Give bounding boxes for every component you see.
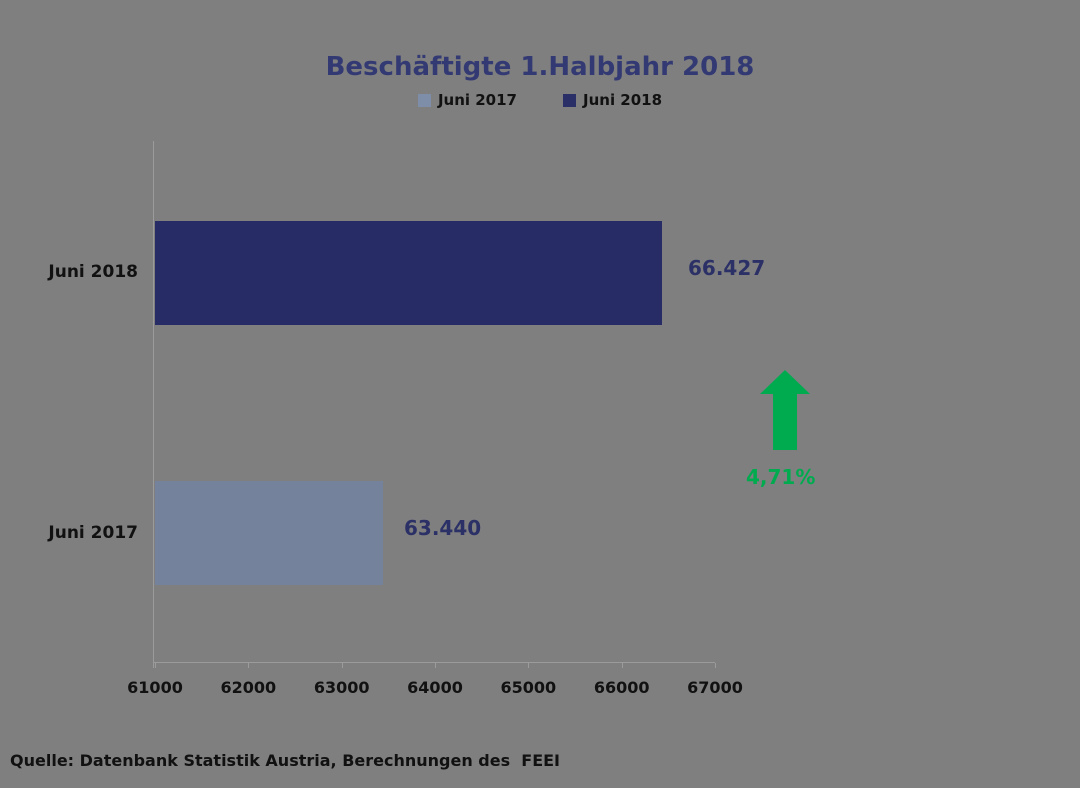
x-tick-mark xyxy=(621,663,623,668)
growth-up-arrow-icon xyxy=(760,370,810,450)
arrow-stem xyxy=(773,394,797,450)
source-note: Quelle: Datenbank Statistik Austria, Ber… xyxy=(10,751,560,770)
legend-item-juni-2018: Juni 2018 xyxy=(563,91,662,109)
legend-swatch-juni-2018 xyxy=(563,93,576,107)
x-tick-mark xyxy=(341,663,343,668)
bar-juni-2017 xyxy=(155,481,383,585)
x-tick-mark xyxy=(155,663,156,668)
category-label-juni-2018: Juni 2018 xyxy=(48,262,138,282)
x-tick-label: 62000 xyxy=(220,678,277,697)
category-label-juni-2017: Juni 2017 xyxy=(48,523,138,543)
x-axis-tick-marks xyxy=(155,663,716,669)
x-tick-mark xyxy=(528,663,530,668)
chart-title: Beschäftigte 1.Halbjahr 2018 xyxy=(325,52,755,82)
legend: Juni 2017 Juni 2018 xyxy=(0,91,1080,109)
value-label-juni-2017: 63.440 xyxy=(404,516,482,540)
legend-item-juni-2017: Juni 2017 xyxy=(417,91,517,109)
x-axis-line xyxy=(153,662,715,663)
x-tick-mark xyxy=(715,663,716,668)
x-tick-label: 63000 xyxy=(313,678,370,697)
legend-swatch-juni-2017 xyxy=(417,93,431,107)
bar-juni-2018 xyxy=(155,221,662,325)
x-tick-label: 61000 xyxy=(127,678,183,697)
plot-left-border xyxy=(153,141,154,668)
arrow-head xyxy=(760,370,810,394)
x-tick-label: 64000 xyxy=(407,678,463,697)
growth-percentage-label: 4,71% xyxy=(746,465,816,489)
legend-label-juni-2018: Juni 2018 xyxy=(583,91,663,109)
x-tick-mark xyxy=(248,663,250,668)
value-label-juni-2018: 66.427 xyxy=(688,256,766,280)
x-tick-label: 65000 xyxy=(500,678,557,697)
legend-label-juni-2017: Juni 2017 xyxy=(437,91,517,109)
x-tick-label: 67000 xyxy=(687,678,743,697)
plot-area xyxy=(155,141,715,663)
x-tick-label: 66000 xyxy=(593,678,650,697)
x-axis-tick-labels: 61000 62000 63000 64000 65000 66000 67000 xyxy=(127,678,743,700)
x-tick-mark xyxy=(435,663,436,668)
